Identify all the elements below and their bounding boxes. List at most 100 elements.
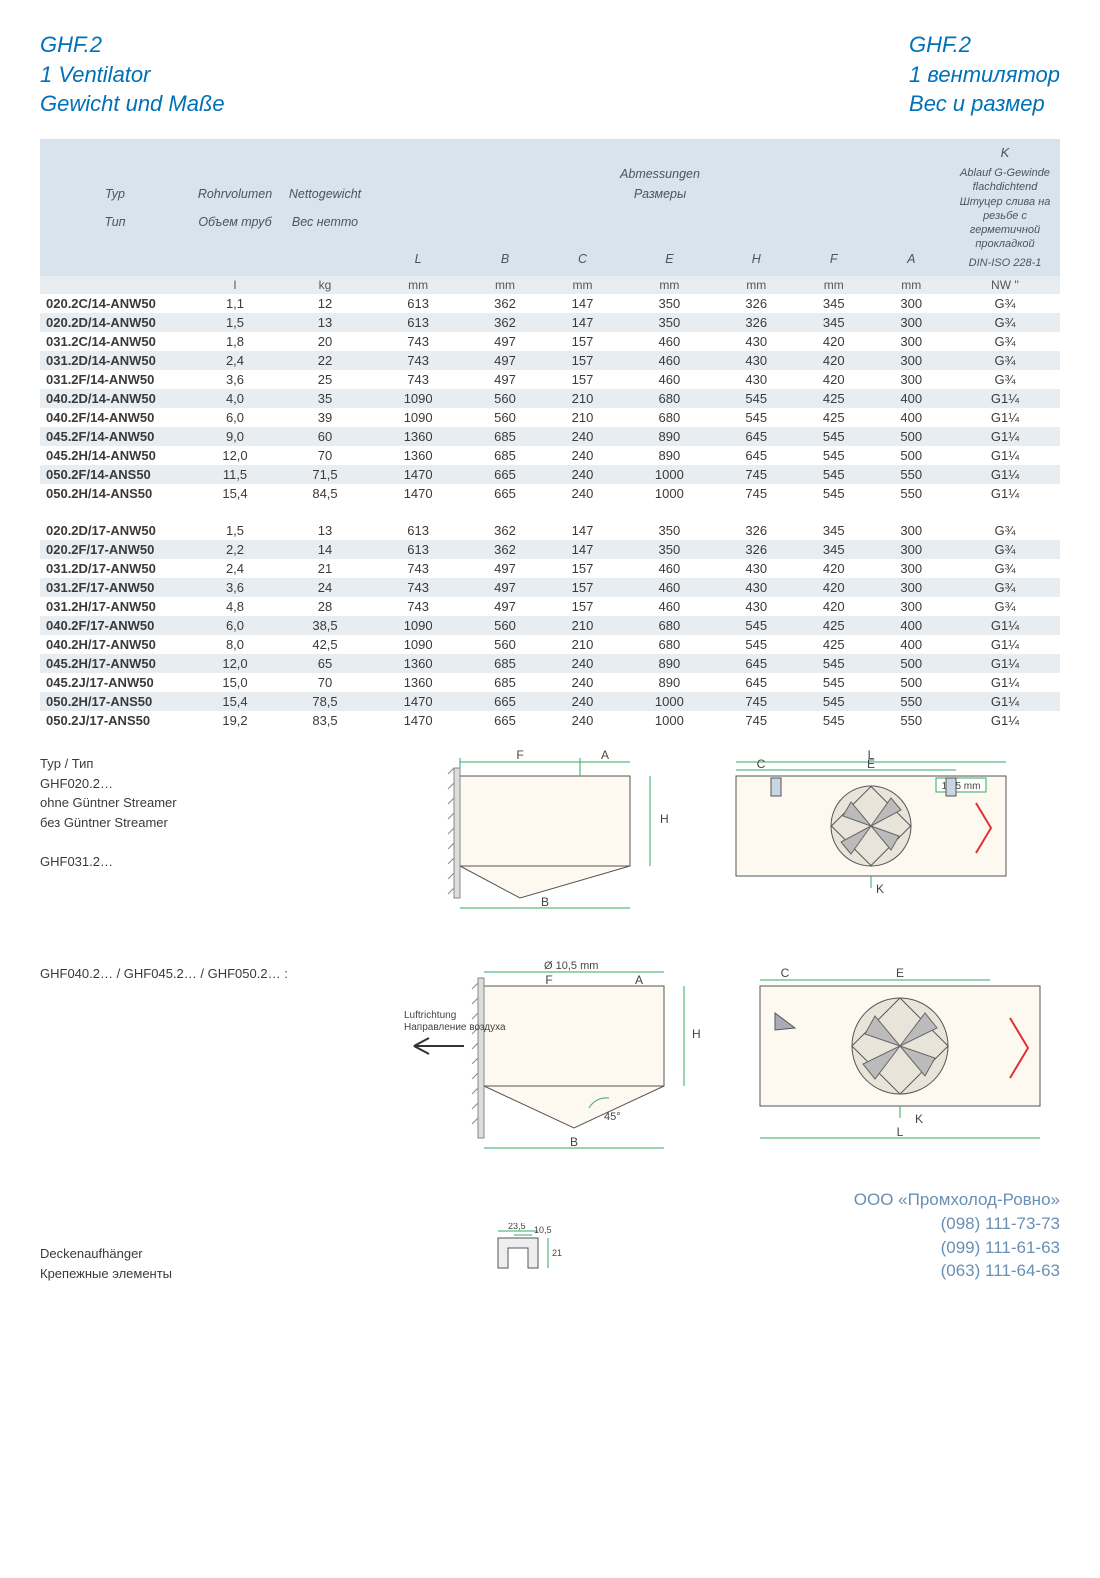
value-cell: 2,4 — [190, 559, 280, 578]
value-cell: 680 — [621, 389, 717, 408]
value-cell: 19,2 — [190, 711, 280, 730]
svg-text:F: F — [545, 973, 552, 987]
value-cell: G1¼ — [950, 484, 1060, 503]
col-F: F — [795, 242, 872, 276]
svg-text:B: B — [570, 1135, 578, 1149]
value-cell: G¾ — [950, 559, 1060, 578]
page-header: GHF.2 1 Ventilator Gewicht und Maße GHF.… — [40, 30, 1060, 119]
value-cell: G1¼ — [950, 465, 1060, 484]
value-cell: 12 — [280, 294, 370, 313]
value-cell: 1000 — [621, 465, 717, 484]
value-cell: 1000 — [621, 711, 717, 730]
value-cell: G1¼ — [950, 389, 1060, 408]
value-cell: 460 — [621, 332, 717, 351]
note-group2: GHF040.2… / GHF045.2… / GHF050.2… : — [40, 964, 364, 984]
value-cell: 680 — [621, 616, 717, 635]
value-cell: 6,0 — [190, 616, 280, 635]
value-cell: 890 — [621, 654, 717, 673]
value-cell: 345 — [795, 294, 872, 313]
value-cell: G1¼ — [950, 654, 1060, 673]
value-cell: 326 — [718, 294, 795, 313]
value-cell: 645 — [718, 446, 795, 465]
value-cell: 1090 — [370, 616, 466, 635]
value-cell: 147 — [544, 313, 621, 332]
value-cell: 425 — [795, 389, 872, 408]
value-cell: G¾ — [950, 294, 1060, 313]
value-cell: 326 — [718, 540, 795, 559]
value-cell: 24 — [280, 578, 370, 597]
value-cell: 345 — [795, 313, 872, 332]
header-left: GHF.2 1 Ventilator Gewicht und Maße — [40, 30, 225, 119]
value-cell: 645 — [718, 654, 795, 673]
value-cell: 240 — [544, 465, 621, 484]
value-cell: 240 — [544, 484, 621, 503]
value-cell: 70 — [280, 446, 370, 465]
footer-ru: Крепежные элементы — [40, 1264, 172, 1284]
value-cell: G1¼ — [950, 673, 1060, 692]
value-cell: 21 — [280, 559, 370, 578]
value-cell: 350 — [621, 540, 717, 559]
value-cell: 400 — [872, 389, 950, 408]
value-cell: 35 — [280, 389, 370, 408]
value-cell: 497 — [466, 370, 543, 389]
value-cell: 545 — [795, 711, 872, 730]
value-cell: 12,0 — [190, 654, 280, 673]
value-cell: 345 — [795, 540, 872, 559]
value-cell: 743 — [370, 578, 466, 597]
value-cell: 20 — [280, 332, 370, 351]
col-vol-de: Rohrvolumen — [194, 187, 276, 201]
unit-E: mm — [621, 276, 717, 294]
value-cell: 157 — [544, 597, 621, 616]
phone-1: (098) 111-73-73 — [854, 1212, 1060, 1236]
value-cell: 350 — [621, 521, 717, 540]
svg-text:B: B — [541, 895, 549, 909]
value-cell: 1,1 — [190, 294, 280, 313]
col-A: A — [872, 242, 950, 276]
value-cell: 560 — [466, 616, 543, 635]
value-cell: 12,0 — [190, 446, 280, 465]
value-cell: 71,5 — [280, 465, 370, 484]
footer: Deckenaufhänger Крепежные элементы 23,5 … — [40, 1188, 1060, 1283]
col-wt-ru: Вес нетто — [284, 215, 366, 229]
value-cell: G¾ — [950, 351, 1060, 370]
k-de: Ablauf G-Gewinde flachdichtend — [956, 166, 1054, 195]
value-cell: 4,0 — [190, 389, 280, 408]
value-cell: 13 — [280, 313, 370, 332]
value-cell: 460 — [621, 578, 717, 597]
value-cell: 613 — [370, 294, 466, 313]
value-cell: 1360 — [370, 446, 466, 465]
value-cell: 84,5 — [280, 484, 370, 503]
value-cell: 210 — [544, 635, 621, 654]
type-cell: 045.2H/14-ANW50 — [40, 446, 190, 465]
table-row: 020.2D/17-ANW501,51361336214735032634530… — [40, 521, 1060, 540]
value-cell: 400 — [872, 408, 950, 427]
table-row: 040.2F/17-ANW506,038,5109056021068054542… — [40, 616, 1060, 635]
value-cell: 685 — [466, 654, 543, 673]
value-cell: 420 — [795, 370, 872, 389]
table-row: 040.2D/14-ANW504,03510905602106805454254… — [40, 389, 1060, 408]
col-B: B — [466, 242, 543, 276]
value-cell: 430 — [718, 559, 795, 578]
title-ru-1: GHF.2 — [909, 30, 1060, 60]
value-cell: 1,5 — [190, 521, 280, 540]
value-cell: G¾ — [950, 597, 1060, 616]
title-ru-3: Вес и размер — [909, 89, 1060, 119]
col-L: L — [370, 242, 466, 276]
value-cell: 645 — [718, 673, 795, 692]
value-cell: 300 — [872, 521, 950, 540]
value-cell: G¾ — [950, 578, 1060, 597]
value-cell: 745 — [718, 692, 795, 711]
value-cell: 545 — [795, 673, 872, 692]
value-cell: 550 — [872, 465, 950, 484]
value-cell: G¾ — [950, 313, 1060, 332]
phone-3: (063) 111-64-63 — [854, 1259, 1060, 1283]
col-C: C — [544, 242, 621, 276]
value-cell: 460 — [621, 370, 717, 389]
value-cell: 613 — [370, 313, 466, 332]
title-de-3: Gewicht und Maße — [40, 89, 225, 119]
col-vol-ru: Объем труб — [194, 215, 276, 229]
value-cell: 25 — [280, 370, 370, 389]
value-cell: G1¼ — [950, 408, 1060, 427]
value-cell: G1¼ — [950, 427, 1060, 446]
value-cell: G1¼ — [950, 635, 1060, 654]
